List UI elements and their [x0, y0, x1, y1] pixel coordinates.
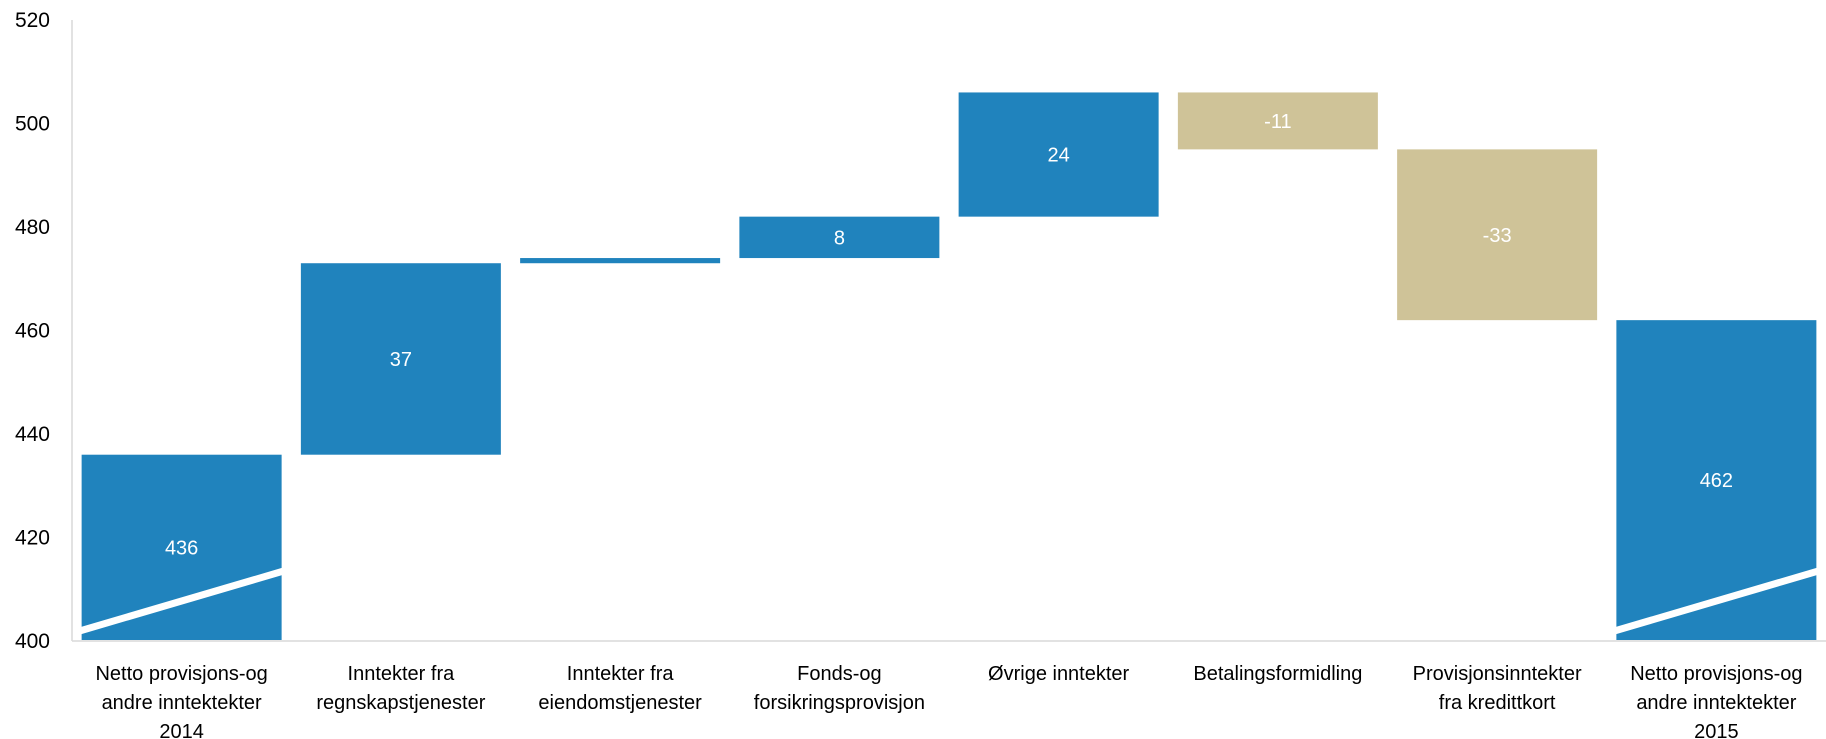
category-label-line: Netto provisjons-og	[95, 663, 267, 685]
category-label-line: Inntekter fra	[348, 663, 456, 685]
data-label: -11	[1264, 111, 1291, 133]
y-tick-label: 480	[15, 216, 50, 239]
category-label-line: fra kredittkort	[1439, 692, 1556, 714]
increase-bar	[739, 216, 940, 259]
category-label-line: forsikringsprovisjon	[754, 692, 925, 714]
category-label-line: Øvrige inntekter	[988, 663, 1130, 685]
category-label: Fonds-og forsikringsprovisjon	[754, 663, 925, 714]
increase-bar	[958, 92, 1159, 217]
category-label: Inntekter fra regnskapstjenester	[316, 663, 485, 714]
data-label: -33	[1483, 225, 1512, 247]
category-label-line: Fonds-og	[797, 663, 882, 685]
decrease-bar	[1177, 92, 1378, 150]
bars	[78, 92, 1820, 640]
axis-break-mark	[78, 567, 285, 635]
category-label-line: Netto provisjons-og	[1630, 663, 1802, 685]
y-tick-label: 420	[15, 527, 50, 550]
category-label-line: regnskapstjenester	[316, 692, 485, 714]
category-labels: Netto provisjons-og andre inntektekter 201…	[95, 663, 1802, 739]
decrease-bar	[1397, 149, 1598, 321]
data-label: 37	[390, 349, 412, 371]
data-labels: 436 37 8 24 -11 -33 462	[165, 111, 1733, 559]
category-label: Øvrige inntekter	[988, 663, 1130, 685]
category-label-line: 2014	[159, 721, 204, 739]
category-label: Netto provisjons-og andre inntektekter 201…	[95, 663, 267, 739]
category-label: Inntekter fra eiendomstjenester	[538, 663, 702, 714]
category-label: Provisjonsinntekter fra kredittkort	[1413, 663, 1582, 714]
category-label: Betalingsformidling	[1193, 663, 1362, 685]
total-bar	[81, 454, 282, 640]
y-axis: 400 420 440 460 480 500 520	[15, 9, 1826, 653]
y-tick-label: 460	[15, 320, 50, 343]
y-tick-label: 500	[15, 113, 50, 136]
category-label: Netto provisjons-og andre inntektekter 201…	[1630, 663, 1802, 739]
category-label-line: andre inntektekter	[102, 692, 262, 714]
data-label: 436	[165, 537, 198, 559]
axis-break-mark	[1613, 567, 1820, 635]
total-bar	[1616, 320, 1817, 640]
data-label: 462	[1700, 470, 1733, 492]
category-label-line: eiendomstjenester	[538, 692, 702, 714]
data-label: 8	[834, 227, 845, 249]
data-label: 24	[1048, 145, 1070, 167]
y-tick-label: 440	[15, 423, 50, 446]
y-tick-label: 400	[15, 630, 50, 653]
increase-bar	[300, 263, 501, 455]
category-label-line: andre inntektekter	[1636, 692, 1796, 714]
category-label-line: 2015	[1694, 721, 1739, 739]
category-label-line: Inntekter fra	[567, 663, 675, 685]
category-label-line: Betalingsformidling	[1193, 663, 1362, 685]
y-tick-label: 520	[15, 9, 50, 32]
category-label-line: Provisjonsinntekter	[1413, 663, 1582, 685]
increase-bar	[520, 258, 721, 264]
